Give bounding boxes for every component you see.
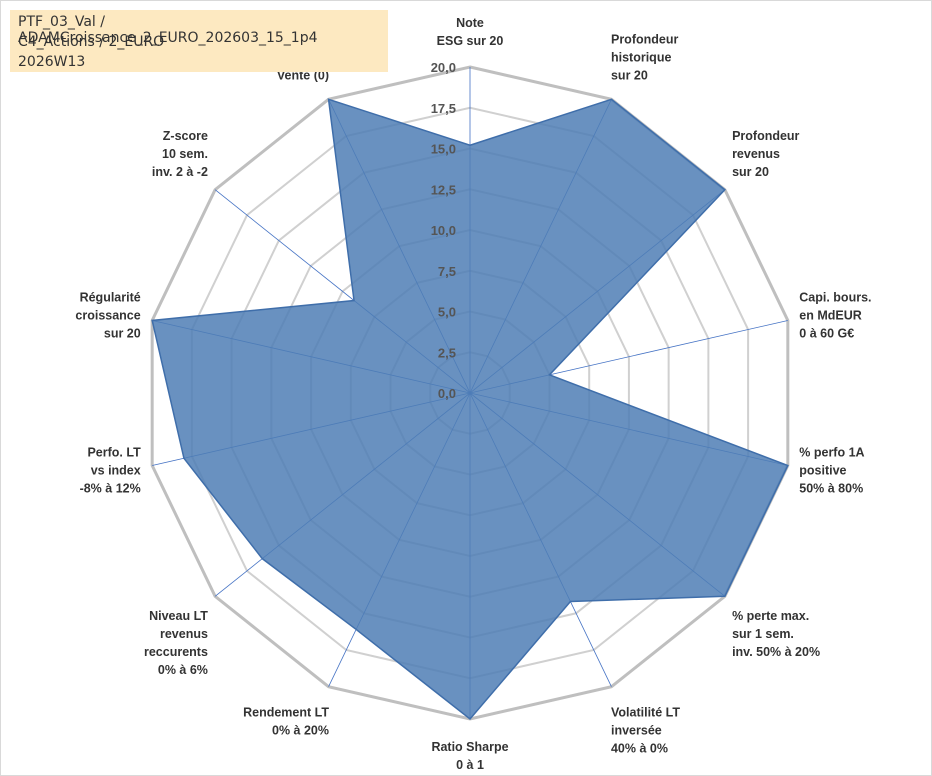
axis-label: Profondeur historique sur 20 [611, 32, 678, 82]
tick-label: 12,5 [431, 182, 456, 197]
axis-label: Perfo. LT vs index -8% à 12% [80, 445, 142, 495]
header-line-1: PTF_03_Val / ADAMCroissance_2_EURO_20260… [18, 14, 318, 46]
axis-label: Régularité croissance sur 20 [75, 291, 140, 341]
tick-label: 20,0 [431, 60, 456, 75]
tick-label: 5,0 [438, 305, 456, 320]
tick-label: 10,0 [431, 223, 456, 238]
tick-label: 17,5 [431, 101, 456, 116]
axis-label: Note ESG sur 20 [437, 16, 504, 48]
tick-label: 0,0 [438, 386, 456, 401]
tick-label: 7,5 [438, 264, 456, 279]
tick-label: 2,5 [438, 345, 456, 360]
axis-label: Capi. bours. en MdEUR 0 à 60 G€ [799, 291, 871, 341]
radar-tick-labels: 0,0 2,5 5,0 7,5 10,0 12,5 15,0 17,5 20,0 [431, 60, 456, 401]
axis-label: % perfo 1A positive 50% à 80% [799, 445, 864, 495]
axis-label: Niveau LT revenus reccurents 0% à 6% [144, 609, 208, 677]
tick-label: 15,0 [431, 142, 456, 157]
axis-label: Profondeur revenus sur 20 [732, 129, 799, 179]
axis-label: Ratio Sharpe 0 à 1 [431, 740, 508, 772]
header-box: PTF_03_Val / ADAMCroissance_2_EURO_20260… [10, 10, 388, 72]
header-line-2: C4_Actions / 2_EURO [18, 34, 165, 50]
header-line-3: 2026W13 [18, 54, 86, 70]
axis-label: Volatilité LT inversée 40% à 0% [611, 706, 680, 756]
series-area [151, 98, 789, 721]
radar-series [151, 98, 789, 721]
axis-label: % perte max. sur 1 sem. inv. 50% à 20% [732, 609, 820, 659]
axis-label: Rendement LT 0% à 20% [243, 706, 329, 738]
axis-label: Z-score 10 sem. inv. 2 à -2 [152, 129, 208, 179]
